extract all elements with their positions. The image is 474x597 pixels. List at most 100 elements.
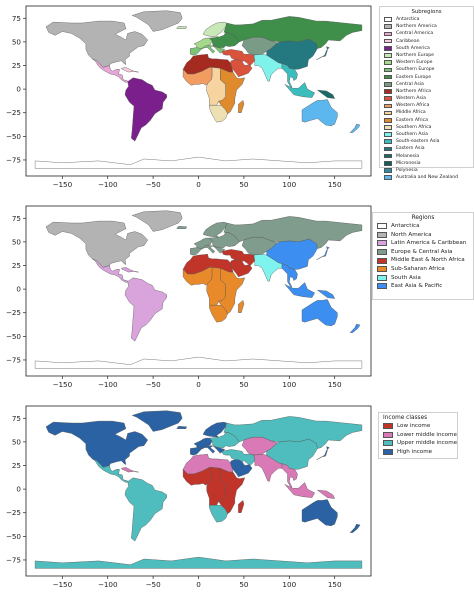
legend-swatch: [384, 67, 392, 73]
land-caribbean: [121, 267, 139, 273]
land-western-asia: [221, 49, 256, 66]
legend-items: Low income Lower middle income Upper middl…: [383, 422, 457, 456]
land-western-africa: [182, 467, 213, 486]
land-indonesia: [284, 482, 315, 498]
legend-title: Regions: [411, 215, 435, 221]
legend-item: Western Asia: [384, 95, 469, 102]
x-tick-label: −100: [98, 380, 118, 389]
legend-item: Australia and New Zealand: [384, 174, 469, 181]
legend-label: Micronesia: [396, 160, 421, 166]
x-tick-label: 150: [328, 380, 342, 389]
y-tick-label: −75: [6, 155, 21, 164]
legend-title: Subregions: [411, 9, 442, 15]
x-tick-label: 150: [328, 180, 342, 189]
legend-swatch: [377, 240, 387, 247]
legend-swatch: [383, 440, 393, 447]
legend-swatch: [384, 38, 392, 44]
legend-swatch: [383, 431, 393, 438]
land-australia: [301, 499, 338, 527]
land-arabia: [230, 59, 253, 78]
income-map: −150 −100 −50 0 50 100 150 75 50 25 0 −25 −50 −75: [6, 405, 372, 589]
legend-swatch: [384, 103, 392, 109]
land-western-asia: [221, 449, 256, 466]
legend-label: Eastern Africa: [396, 117, 429, 123]
legend-swatch: [383, 423, 393, 430]
land-madagascar: [238, 500, 245, 513]
legend-label: Caribbean: [396, 38, 420, 44]
land-eastern-europe: [209, 232, 240, 248]
legend-item: East Asia & Pacific: [377, 282, 469, 291]
regions-map: −150 −100 −50 0 50 100 150 75 50 25 0 −25 −50 −75: [6, 205, 372, 389]
legend-label: Latin America & Caribbean: [391, 240, 467, 247]
land-new-guinea: [317, 289, 335, 299]
land-southern-africa: [209, 104, 228, 123]
land-australia: [301, 99, 338, 127]
legend-label: Southern Africa: [396, 124, 432, 130]
land-southern-europe: [190, 45, 226, 56]
legend-swatch: [384, 117, 392, 123]
x-tick-label: 100: [282, 380, 296, 389]
land-western-africa: [182, 67, 213, 86]
y-tick-label: 0: [16, 85, 21, 94]
legend-item: South America: [384, 45, 469, 52]
land-greenland: [131, 10, 183, 32]
legend-swatch: [384, 132, 392, 137]
land-madagascar: [238, 300, 245, 313]
legend-label: Melanesia: [396, 153, 420, 159]
y-tick-label: −75: [6, 355, 21, 364]
income-legend: Income classes Low income Lower middle in…: [378, 412, 458, 459]
legend-label: Southern Europe: [396, 67, 435, 73]
legend-item: Eastern Africa: [384, 117, 469, 124]
legend-swatch: [377, 223, 387, 230]
x-tick-label: −150: [52, 180, 72, 189]
x-tick-label: −150: [52, 580, 72, 589]
y-tick-label: 25: [12, 461, 21, 470]
legend-swatch: [384, 17, 392, 22]
land-southern-africa: [209, 504, 228, 523]
legend-item: Sub-Saharan Africa: [377, 265, 469, 274]
legend-item: Central Asia: [384, 81, 469, 88]
land-central-america: [92, 458, 129, 483]
income-map-panel: −150 −100 −50 0 50 100 150 75 50 25 0 −25 −50 −75 Inc…: [0, 400, 474, 597]
legend-label: Western Europe: [396, 60, 433, 66]
land-southern-europe: [190, 245, 226, 256]
x-tick-label: 0: [196, 380, 201, 389]
y-tick-label: −50: [6, 332, 22, 341]
y-tick-label: 0: [16, 285, 21, 294]
land-greenland: [131, 410, 183, 432]
legend-label: Central Asia: [396, 81, 424, 87]
legend-item: Micronesia: [384, 160, 469, 167]
legend-label: South Asia: [391, 274, 421, 281]
x-tick-label: −100: [98, 580, 118, 589]
subregions-legend: Subregions Antarctica Northern America Cen…: [379, 6, 474, 180]
y-tick-label: −50: [6, 532, 22, 541]
legend-label: High income: [397, 448, 433, 455]
legend-swatch: [384, 24, 392, 30]
legend-item: Europe & Central Asia: [377, 248, 469, 257]
legend-items: Antarctica Northern America Central Americ…: [384, 16, 469, 181]
legend-item: Northern Africa: [384, 88, 469, 95]
x-tick-label: −50: [146, 180, 162, 189]
y-tick-label: −25: [6, 108, 21, 117]
legend-item: Melanesia: [384, 153, 469, 160]
land-eastern-africa: [218, 468, 246, 514]
y-tick-label: 75: [12, 14, 21, 23]
land-eastern-africa: [218, 68, 246, 114]
y-tick-label: 75: [12, 214, 21, 223]
land-new-guinea: [317, 489, 335, 499]
land-north-america: [45, 20, 148, 68]
land-north-america: [45, 420, 148, 468]
legend-label: Low income: [397, 423, 431, 429]
land-southeast-asia: [281, 463, 298, 488]
legend-swatch: [384, 89, 392, 94]
legend-item: Western Europe: [384, 59, 469, 66]
legend-item: Antarctica: [377, 222, 469, 231]
legend-swatch: [384, 153, 392, 159]
land-eastern-asia: [266, 238, 318, 270]
land-southern-europe: [190, 445, 226, 456]
legend-swatch: [384, 110, 392, 116]
y-tick-label: 75: [12, 414, 21, 423]
legend-label: Polynesia: [396, 167, 418, 173]
legend-label: Lower middle income: [397, 431, 457, 438]
land-japan: [316, 246, 330, 260]
